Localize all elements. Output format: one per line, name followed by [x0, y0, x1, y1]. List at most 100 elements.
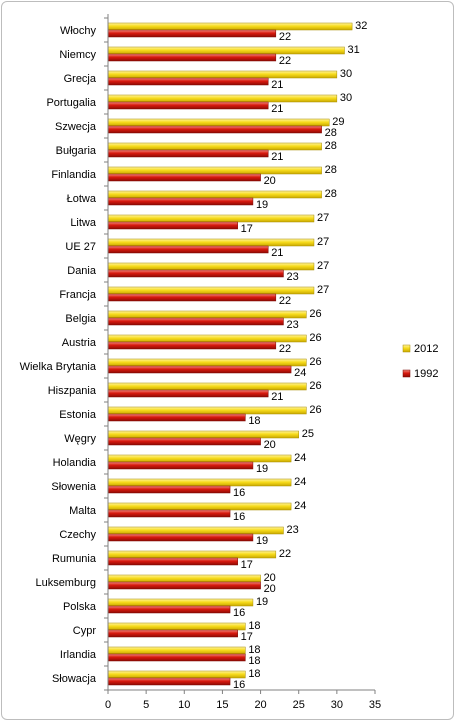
category-label: Grecja [64, 73, 97, 85]
bar-2012 [107, 334, 307, 343]
bar-1992 [107, 653, 246, 662]
bar-1992 [107, 533, 254, 542]
bar-1992 [107, 293, 277, 302]
bar-2012 [107, 310, 307, 319]
bar-1992 [107, 605, 231, 614]
bar-2012 [107, 502, 292, 511]
x-tick-label: 5 [143, 699, 149, 711]
data-label-1992: 16 [233, 511, 245, 523]
data-label-1992: 19 [256, 463, 268, 475]
data-label-2012: 30 [340, 68, 352, 80]
bar-1992 [107, 629, 238, 638]
data-label-2012: 28 [325, 164, 337, 176]
bar-2012 [107, 646, 246, 655]
data-label-2012: 27 [317, 260, 329, 272]
bar-2012 [107, 526, 284, 535]
category-label: Bułgaria [56, 145, 97, 157]
legend-swatch-1992 [402, 369, 411, 378]
bar-2012 [107, 382, 307, 391]
data-label-2012: 25 [302, 428, 314, 440]
bar-2012 [107, 598, 254, 607]
category-label: Portugalia [46, 97, 96, 109]
bar-1992 [107, 269, 284, 278]
bar-1992 [107, 77, 269, 86]
category-label: Francja [59, 289, 97, 301]
data-label-2012: 27 [317, 212, 329, 224]
bar-1992 [107, 173, 261, 182]
data-label-1992: 28 [325, 127, 337, 139]
data-label-2012: 26 [309, 356, 321, 368]
legend-swatch-2012 [402, 344, 411, 353]
data-label-2012: 26 [309, 380, 321, 392]
bar-2012 [107, 670, 246, 679]
data-label-1992: 23 [286, 319, 298, 331]
bar-2012 [107, 214, 315, 223]
category-label: Szwecja [55, 121, 97, 133]
data-label-1992: 21 [271, 247, 283, 259]
data-label-2012: 22 [279, 548, 291, 560]
data-label-2012: 18 [248, 668, 260, 680]
legend-label-1992: 1992 [414, 368, 438, 380]
category-label: Polska [63, 601, 97, 613]
data-label-2012: 24 [294, 452, 306, 464]
bar-2012 [107, 70, 338, 79]
data-label-2012: 24 [294, 476, 306, 488]
data-label-1992: 18 [248, 415, 260, 427]
data-label-2012: 20 [264, 572, 276, 584]
data-label-1992: 19 [256, 199, 268, 211]
category-label: Włochy [60, 25, 97, 37]
data-label-2012: 28 [325, 188, 337, 200]
bar-1992 [107, 245, 269, 254]
x-axis: 0 5 10 15 20 25 30 35 [104, 14, 381, 711]
bar-1992 [107, 413, 246, 422]
bar-2012 [107, 478, 292, 487]
data-label-2012: 26 [309, 404, 321, 416]
legend-label-2012: 2012 [414, 343, 438, 355]
category-label: Belgia [65, 313, 96, 325]
data-label-2012: 31 [347, 44, 359, 56]
category-label: Irlandia [60, 649, 97, 661]
bar-2012 [107, 358, 307, 367]
bar-1992 [107, 125, 322, 134]
data-label-1992: 23 [286, 271, 298, 283]
category-label: Niemcy [59, 49, 96, 61]
category-label: Estonia [59, 409, 97, 421]
data-label-1992: 21 [271, 151, 283, 163]
category-label: Wielka Brytania [20, 361, 97, 373]
x-tick-label: 10 [178, 699, 190, 711]
data-label-2012: 27 [317, 236, 329, 248]
category-label: UE 27 [65, 241, 96, 253]
bar-1992 [107, 221, 238, 230]
category-label: Słowacja [52, 673, 97, 685]
data-label-1992: 22 [279, 55, 291, 67]
bar-2012 [107, 22, 353, 31]
x-tick-label: 30 [331, 699, 343, 711]
data-label-1992: 16 [233, 607, 245, 619]
data-label-1992: 16 [233, 487, 245, 499]
category-label: Łotwa [67, 193, 97, 205]
data-label-1992: 17 [241, 631, 253, 643]
bar-1992 [107, 149, 269, 158]
data-label-2012: 26 [309, 332, 321, 344]
bar-1992 [107, 581, 261, 590]
bar-2012 [107, 190, 322, 199]
data-label-2012: 29 [332, 116, 344, 128]
x-tick-label: 35 [369, 699, 381, 711]
bar-1992 [107, 509, 231, 518]
data-label-1992: 19 [256, 535, 268, 547]
category-label: Słowenia [51, 481, 97, 493]
bar-1992 [107, 461, 254, 470]
data-label-1992: 20 [264, 583, 276, 595]
x-tick-label: 20 [254, 699, 266, 711]
bar-2012 [107, 406, 307, 415]
data-label-1992: 21 [271, 79, 283, 91]
bar-1992 [107, 557, 238, 566]
bar-2012 [107, 286, 315, 295]
bar-1992 [107, 317, 284, 326]
x-tick-label: 15 [216, 699, 228, 711]
category-labels: Włochy Niemcy Grecja Portugalia Szwecja Bułga… [20, 25, 97, 685]
category-label: Austria [62, 337, 97, 349]
bar-1992 [107, 29, 277, 38]
